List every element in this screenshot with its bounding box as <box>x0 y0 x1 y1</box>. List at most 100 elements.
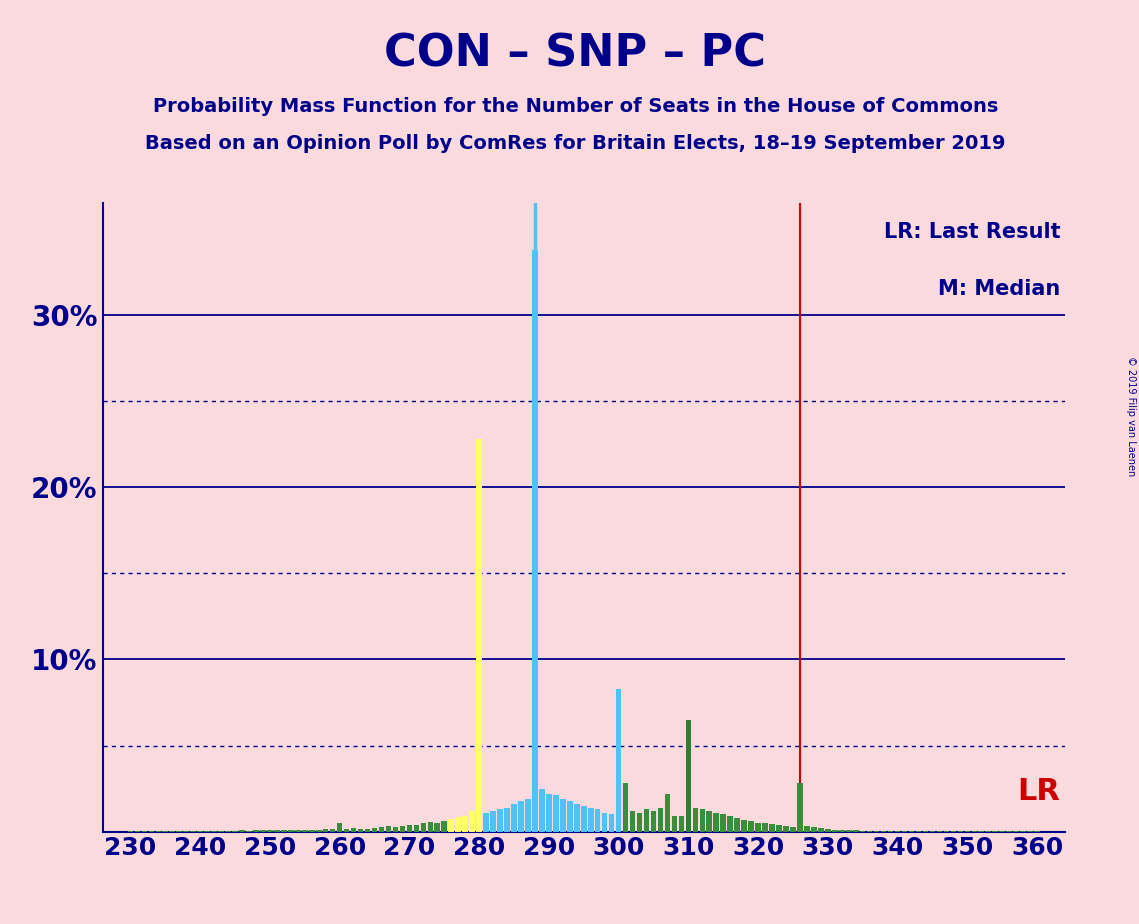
Bar <box>197 831 203 832</box>
Bar <box>797 784 803 832</box>
Bar <box>407 825 412 832</box>
Bar <box>469 811 475 832</box>
Bar <box>637 813 642 832</box>
Bar <box>616 688 622 832</box>
Bar <box>686 720 691 832</box>
Bar <box>644 809 649 832</box>
Bar <box>476 439 482 832</box>
Bar <box>434 823 440 832</box>
Bar <box>672 816 678 832</box>
Bar <box>344 829 350 832</box>
Bar <box>665 794 670 832</box>
Bar <box>442 821 446 832</box>
Bar <box>378 827 384 832</box>
Bar <box>546 794 551 832</box>
Bar <box>413 825 419 832</box>
Bar <box>351 828 357 832</box>
Bar <box>804 826 810 832</box>
Bar <box>811 827 817 832</box>
Bar <box>741 820 747 832</box>
Bar <box>777 825 781 832</box>
Bar <box>755 823 761 832</box>
Bar <box>490 811 495 832</box>
Bar <box>239 831 245 832</box>
Text: Probability Mass Function for the Number of Seats in the House of Commons: Probability Mass Function for the Number… <box>153 97 998 116</box>
Bar <box>386 826 392 832</box>
Bar <box>713 813 719 832</box>
Text: CON – SNP – PC: CON – SNP – PC <box>384 32 767 76</box>
Bar <box>322 830 328 832</box>
Bar <box>748 821 754 832</box>
Bar <box>337 823 343 832</box>
Bar <box>860 831 866 832</box>
Bar <box>358 829 363 832</box>
Bar <box>330 829 336 832</box>
Bar <box>769 824 775 832</box>
Bar <box>867 831 872 832</box>
Bar <box>831 830 837 832</box>
Bar <box>581 806 587 832</box>
Bar <box>309 830 314 832</box>
Bar <box>393 827 399 832</box>
Bar <box>595 809 600 832</box>
Text: LR: LR <box>1017 777 1060 807</box>
Bar <box>728 816 734 832</box>
Bar <box>295 830 301 832</box>
Bar <box>699 809 705 832</box>
Bar <box>511 804 517 832</box>
Bar <box>268 830 272 832</box>
Bar <box>260 831 265 832</box>
Bar <box>462 816 468 832</box>
Bar <box>574 804 580 832</box>
Bar <box>790 827 796 832</box>
Bar <box>839 830 845 832</box>
Bar <box>532 249 538 832</box>
Bar <box>623 784 629 832</box>
Bar <box>288 830 294 832</box>
Bar <box>483 813 489 832</box>
Bar <box>302 830 308 832</box>
Bar <box>364 829 370 832</box>
Bar <box>505 808 510 832</box>
Bar <box>567 800 573 832</box>
Bar <box>232 831 238 832</box>
Bar <box>825 829 830 832</box>
Bar <box>281 830 287 832</box>
Bar <box>853 831 859 832</box>
Bar <box>693 808 698 832</box>
Bar <box>498 809 502 832</box>
Text: Based on an Opinion Poll by ComRes for Britain Elects, 18–19 September 2019: Based on an Opinion Poll by ComRes for B… <box>145 134 1006 153</box>
Bar <box>246 831 252 832</box>
Bar <box>560 799 566 832</box>
Bar <box>650 811 656 832</box>
Bar <box>679 816 685 832</box>
Bar <box>427 822 433 832</box>
Bar <box>601 813 607 832</box>
Bar <box>706 811 712 832</box>
Bar <box>456 818 461 832</box>
Bar <box>762 823 768 832</box>
Bar <box>609 814 614 832</box>
Bar <box>518 800 524 832</box>
Bar <box>253 831 259 832</box>
Bar <box>784 825 789 832</box>
Bar <box>554 796 558 832</box>
Bar <box>371 828 377 832</box>
Bar <box>630 811 636 832</box>
Bar <box>657 808 663 832</box>
Bar <box>588 808 593 832</box>
Bar <box>539 788 544 832</box>
Bar <box>316 830 321 832</box>
Bar <box>735 818 740 832</box>
Bar <box>420 823 426 832</box>
Text: © 2019 Filip van Laenen: © 2019 Filip van Laenen <box>1126 356 1136 476</box>
Bar <box>818 828 823 832</box>
Bar <box>212 831 216 832</box>
Bar <box>274 831 280 832</box>
Bar <box>846 831 852 832</box>
Text: M: Median: M: Median <box>937 279 1060 298</box>
Bar <box>525 799 531 832</box>
Bar <box>721 814 726 832</box>
Bar <box>400 825 405 832</box>
Text: LR: Last Result: LR: Last Result <box>884 222 1060 242</box>
